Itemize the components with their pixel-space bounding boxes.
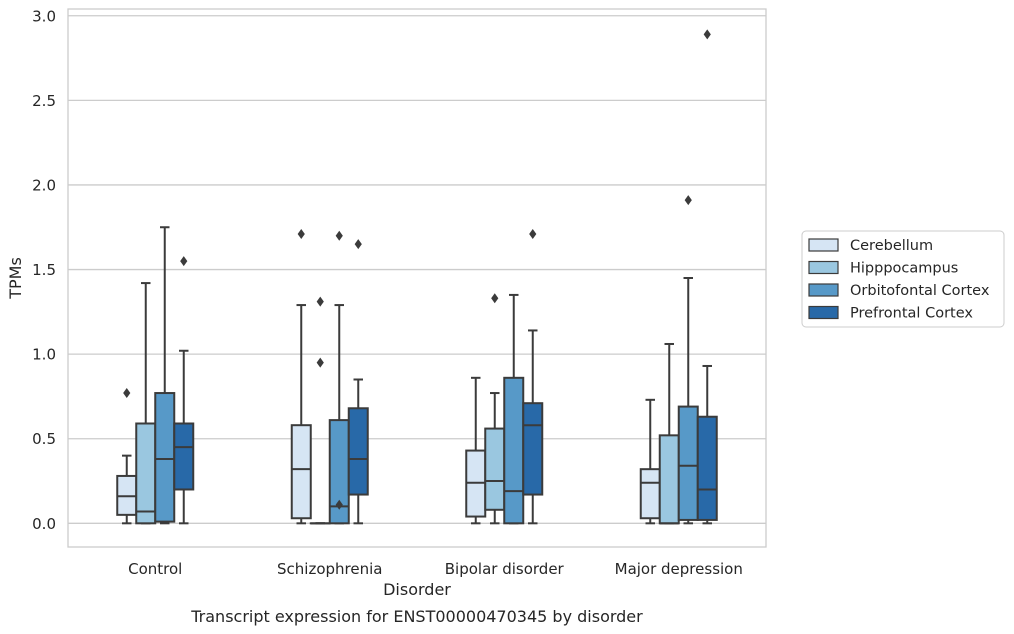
outlier-point <box>684 195 692 206</box>
box-iqr <box>484 427 506 511</box>
box-0-1 <box>290 229 312 525</box>
box-0-2 <box>465 376 487 525</box>
box-1-1 <box>309 296 331 525</box>
y-axis-ticks: 0.0 0.5 1.0 1.5 2.0 2.5 3.0 <box>32 7 56 533</box>
y-tick-label: 1.5 <box>32 261 56 279</box>
y-tick-label: 2.0 <box>32 176 56 194</box>
box-iqr <box>347 407 369 496</box>
outlier-point <box>316 296 324 307</box>
x-tick-label: Bipolar disorder <box>445 560 565 578</box>
y-tick-label: 0.0 <box>32 515 56 533</box>
box-3-2 <box>522 229 544 525</box>
box-iqr <box>658 434 680 525</box>
box-iqr <box>173 422 195 491</box>
legend-swatch <box>808 305 839 320</box>
box-0-3 <box>639 398 661 525</box>
outlier-point <box>335 230 343 241</box>
box-iqr <box>677 405 699 521</box>
y-axis-label: TPMs <box>6 257 25 300</box>
outlier-point <box>123 388 131 399</box>
box-3-1 <box>347 239 369 525</box>
box-iqr <box>290 424 312 520</box>
x-tick-label: Control <box>128 560 182 578</box>
legend-swatch <box>808 238 839 252</box>
box-1-3 <box>658 342 680 525</box>
box-3-0 <box>173 256 195 525</box>
x-axis-label: Disorder <box>383 580 451 599</box>
legend-swatch <box>808 283 839 297</box>
legend-label: Cerebellum <box>850 238 933 254</box>
box-iqr <box>154 392 176 523</box>
outlier-point <box>703 29 711 40</box>
box-iqr <box>639 468 661 520</box>
outlier-point <box>316 357 324 368</box>
outlier-point <box>335 499 343 510</box>
outlier-point <box>297 229 305 240</box>
chart-caption: Transcript expression for ENST0000047034… <box>190 607 643 626</box>
outlier-point <box>354 239 362 250</box>
y-tick-label: 2.5 <box>32 92 56 110</box>
y-tick-label: 0.5 <box>32 430 56 448</box>
box-2-0 <box>154 226 176 525</box>
box-iqr <box>696 415 718 521</box>
legend-label: Prefrontal Cortex <box>850 306 973 322</box>
outlier-point <box>491 293 499 304</box>
y-tick-label: 3.0 <box>32 7 56 25</box>
x-tick-label: Major depression <box>615 560 743 578</box>
outlier-point <box>529 229 537 240</box>
box-3-3 <box>696 29 718 525</box>
legend-frame <box>801 230 1005 328</box>
legend: Cerebellum Hipppocampus Orbitofontal Corte… <box>801 230 1005 328</box>
legend-label: Orbitofontal Cortex <box>850 283 990 299</box>
box-1-2 <box>484 293 506 525</box>
plot-frame <box>67 8 767 548</box>
box-groups <box>116 29 718 525</box>
x-tick-label: Schizophrenia <box>277 560 382 578</box>
x-axis-ticks: Control Schizophrenia Bipolar disorder Majo… <box>128 560 743 578</box>
box-iqr <box>503 376 525 525</box>
box-2-1 <box>328 230 350 525</box>
box-0-0 <box>116 388 138 525</box>
box-iqr <box>522 402 544 496</box>
y-tick-label: 1.0 <box>32 346 56 364</box>
box-iqr <box>135 422 157 525</box>
legend-label: Hipppocampus <box>850 261 958 277</box>
outlier-point <box>180 256 188 267</box>
legend-swatch <box>808 260 839 275</box>
